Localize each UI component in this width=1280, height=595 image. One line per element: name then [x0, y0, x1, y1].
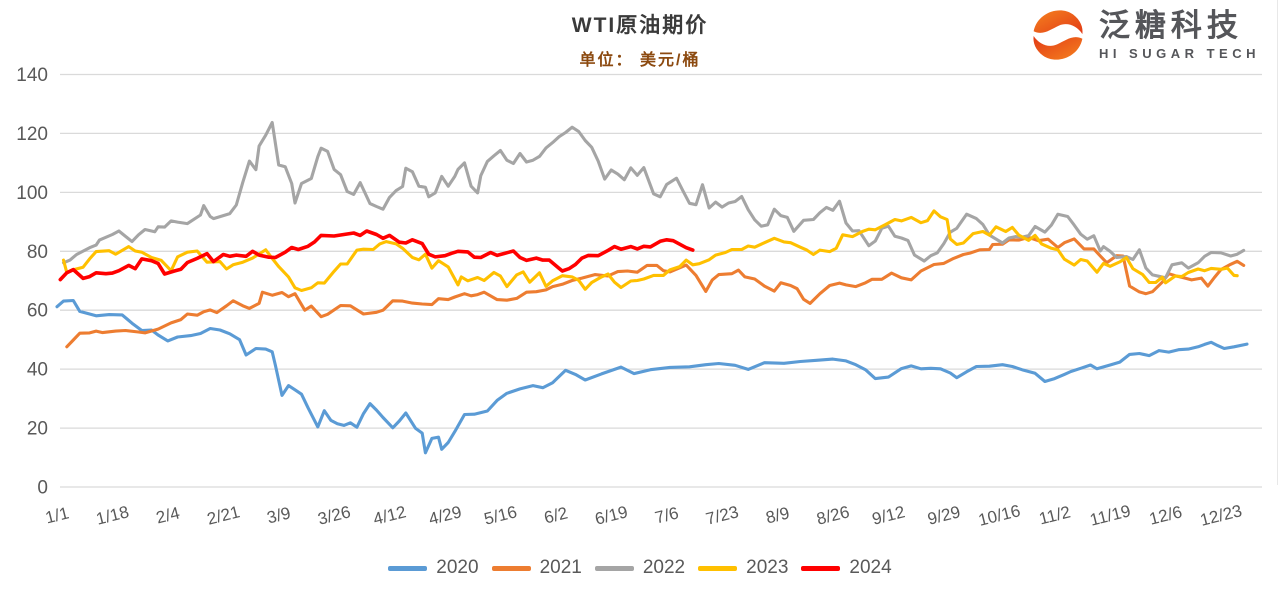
xtick-label-8-26: 8/26 [815, 502, 852, 528]
legend-swatch-2023 [698, 565, 738, 571]
xtick-label-3-9: 3/9 [265, 503, 293, 527]
ytick-label: 0 [37, 478, 48, 499]
ytick-label: 100 [16, 183, 48, 204]
ytick-label: 20 [27, 419, 48, 440]
xtick-label-12-6: 12/6 [1147, 502, 1184, 528]
legend-swatch-2024 [801, 565, 841, 571]
legend-item-2020: 2020 [388, 557, 479, 579]
xtick-label-4-29: 4/29 [427, 502, 464, 528]
xtick-label-6-2: 6/2 [542, 503, 570, 527]
legend-label-2022: 2022 [642, 557, 686, 578]
series-2022-line [61, 120, 1246, 280]
series-2024-line [58, 229, 695, 282]
series-2023-line [61, 209, 1239, 293]
xtick-label-11-19: 11/19 [1088, 501, 1133, 529]
legend-swatch-2021 [491, 565, 531, 571]
legend-item-2021: 2021 [491, 557, 582, 579]
ytick-label: 60 [27, 301, 48, 322]
xtick-label-12-23: 12/23 [1198, 501, 1244, 530]
logo-name-en: HI SUGAR TECH [1098, 45, 1260, 61]
logo-text: 泛糖科技 HI SUGAR TECH [1098, 8, 1260, 61]
chart-legend: 2020 2021 2022 2023 2024 [0, 557, 1280, 579]
series-2021-line [65, 235, 1246, 349]
xtick-label-9-29: 9/29 [926, 502, 963, 528]
xtick-label-1-1: 1/1 [43, 503, 71, 527]
xtick-label-1-18: 1/18 [94, 502, 131, 528]
xtick-label-6-19: 6/19 [593, 502, 630, 528]
legend-label-2021: 2021 [539, 557, 582, 578]
legend-label-2020: 2020 [436, 557, 479, 578]
xtick-label-2-4: 2/4 [154, 503, 182, 527]
series-2020-line [55, 298, 1249, 455]
company-logo: 泛糖科技 HI SUGAR TECH [1027, 5, 1260, 65]
legend-item-2022: 2022 [594, 557, 686, 579]
xtick-label-7-23: 7/23 [704, 502, 741, 528]
ytick-label: 140 [16, 65, 48, 86]
xtick-label-9-12: 9/12 [870, 502, 907, 528]
ytick-label: 120 [16, 124, 48, 145]
legend-item-2023: 2023 [698, 557, 788, 579]
xtick-label-10-16: 10/16 [976, 501, 1022, 530]
xtick-label-8-9: 8/9 [764, 503, 792, 527]
legend-label-2024: 2024 [849, 557, 892, 578]
xtick-label-4-12: 4/12 [371, 502, 408, 528]
legend-label-2023: 2023 [746, 557, 789, 578]
legend-item-2024: 2024 [801, 557, 892, 579]
line-chart: 0 20 40 60 80 100 120 140 1/1 1/18 2/4 2/21 3/9 3/26 4… [16, 65, 1262, 530]
legend-swatch-2022 [594, 565, 634, 571]
xtick-label-7-6: 7/6 [653, 503, 681, 527]
xtick-label-2-21: 2/21 [205, 502, 242, 528]
sugar-swirl-icon [1033, 10, 1083, 60]
xtick-label-3-26: 3/26 [316, 502, 353, 528]
xtick-label-5-16: 5/16 [482, 502, 519, 528]
legend-swatch-2020 [388, 565, 428, 571]
ytick-label: 40 [27, 360, 48, 381]
logo-name-cn: 泛糖科技 [1098, 8, 1243, 44]
ytick-label: 80 [27, 242, 48, 263]
xtick-label-11-2: 11/2 [1037, 502, 1072, 528]
